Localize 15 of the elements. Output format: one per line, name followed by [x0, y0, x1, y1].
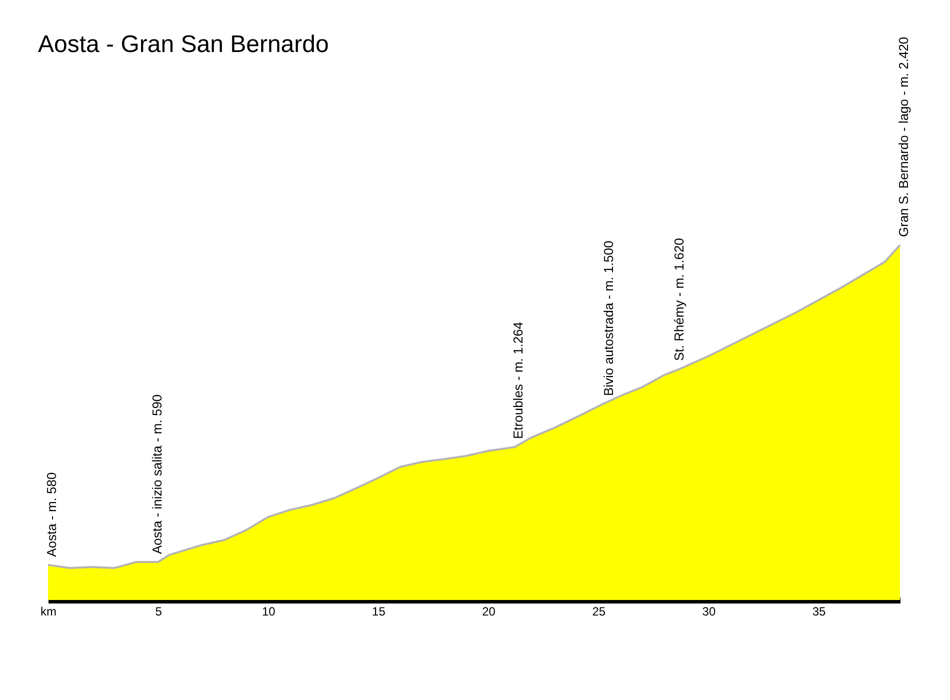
x-tick-label: 35 [812, 604, 826, 618]
annotation: Bivio autostrada - m. 1.500 [600, 240, 616, 396]
x-tick-label: 15 [372, 604, 386, 618]
x-tick-label: 30 [702, 604, 716, 618]
annotation: St. Rhémy - m. 1.620 [671, 238, 686, 361]
annotation: Etroubles - m. 1.264 [510, 322, 526, 439]
x-tick-label: km [40, 604, 56, 618]
annotation: Aosta - inizio salita - m. 590 [150, 394, 165, 554]
annotation: Gran S. Bernardo - lago - m. 2.420 [896, 36, 911, 237]
chart-title: Aosta - Gran San Bernardo [38, 31, 329, 59]
x-tick-label: 5 [155, 604, 162, 618]
x-tick-label: 25 [592, 604, 606, 618]
x-tick-label: 20 [482, 604, 496, 618]
x-tick-label: 10 [262, 604, 276, 618]
annotation: Aosta - m. 580 [44, 472, 59, 557]
